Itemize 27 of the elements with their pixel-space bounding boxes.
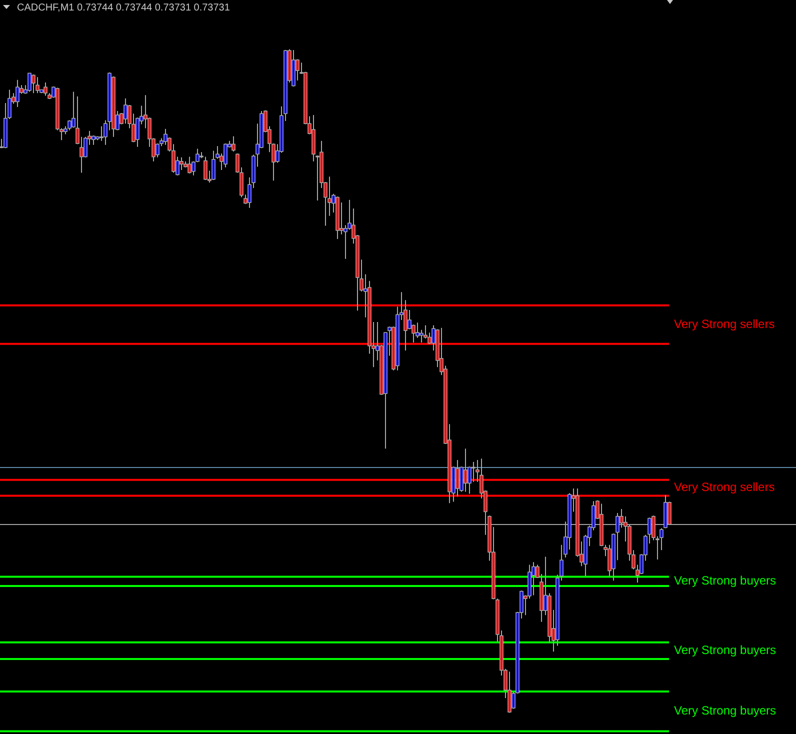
ref-line-label: Very Strong sellers (674, 316, 775, 331)
ref-line-label: Very Strong buyers (674, 574, 776, 588)
candlestick (28, 72, 32, 92)
candlestick (180, 156, 184, 171)
chart-title: CADCHF,M1 0.73744 0.73744 0.73731 0.73731 (17, 2, 230, 14)
candlestick (212, 150, 216, 180)
candlestick (204, 156, 208, 180)
ref-line-label: Very Strong buyers (674, 642, 776, 657)
candlestick (36, 76, 40, 94)
candlestick (464, 448, 468, 492)
candlestick (420, 329, 424, 344)
candlestick (472, 461, 476, 482)
candlestick (16, 79, 20, 108)
candlestick (72, 91, 76, 128)
candlestick (508, 671, 512, 714)
candlestick (124, 98, 128, 124)
candlestick (92, 135, 96, 146)
candlestick (44, 82, 48, 96)
candlestick (188, 156, 192, 174)
candlestick (32, 74, 36, 94)
candlestick (416, 322, 420, 338)
candlestick (224, 143, 228, 168)
ref-line-label: Very Strong buyers (674, 704, 776, 718)
ref-line-label: Very Strong sellers (674, 480, 775, 494)
candlestick (232, 136, 236, 152)
candlestick (528, 564, 532, 600)
candlestick (532, 562, 536, 596)
